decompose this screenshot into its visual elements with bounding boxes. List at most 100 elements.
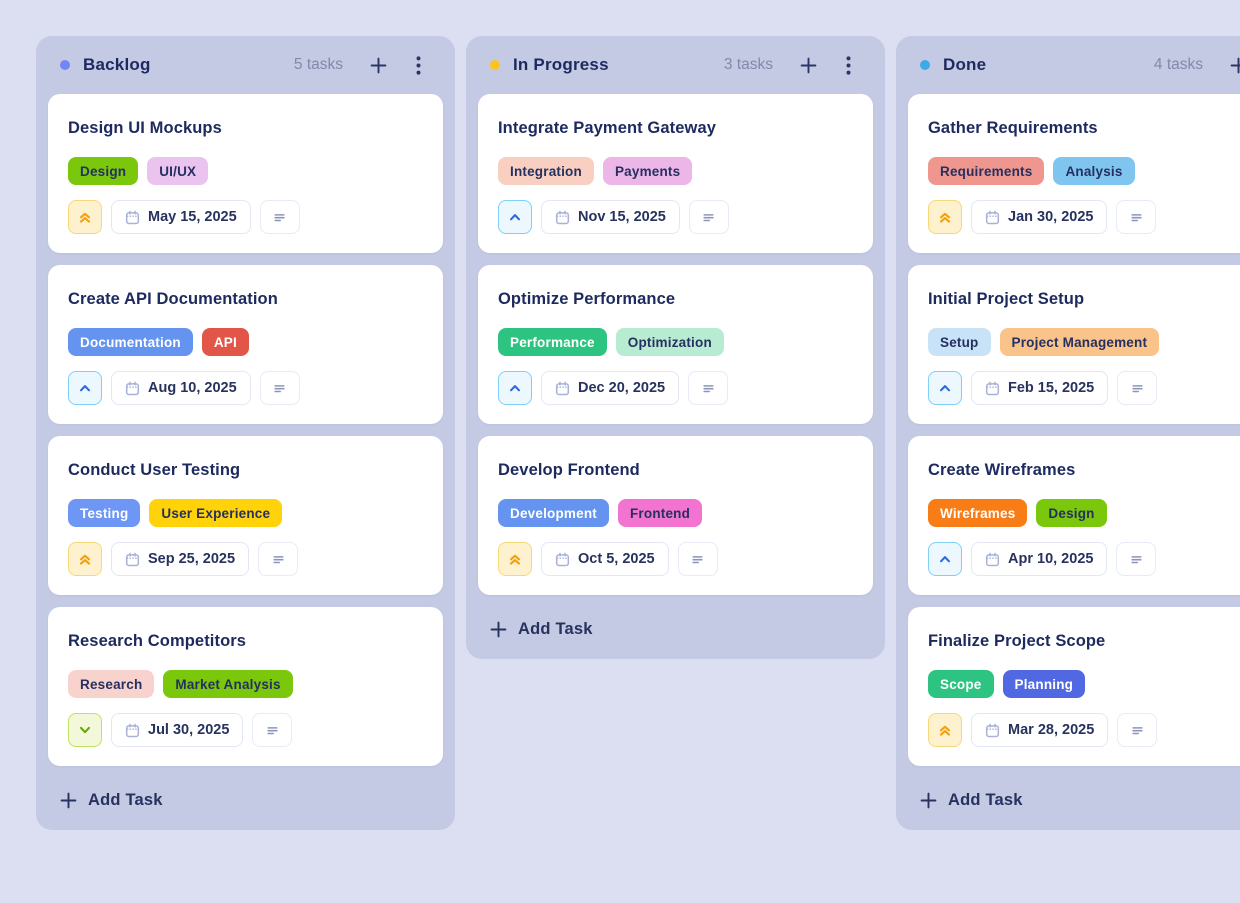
task-tag: Setup — [928, 328, 991, 356]
due-date-chip[interactable]: Feb 15, 2025 — [971, 371, 1109, 405]
description-indicator — [1117, 713, 1158, 747]
status-dot — [60, 60, 70, 70]
task-card[interactable]: Conduct User Testing Testing User Experien… — [48, 436, 443, 595]
task-card[interactable]: Initial Project Setup Setup Project Manage… — [908, 265, 1240, 424]
priority-badge-high[interactable] — [928, 200, 962, 234]
due-date-chip[interactable]: May 15, 2025 — [111, 200, 251, 234]
plus-icon — [1230, 57, 1240, 74]
task-tag: Wireframes — [928, 499, 1028, 527]
description-icon — [1129, 552, 1144, 567]
priority-badge-medium[interactable] — [928, 371, 962, 405]
priority-badge-high[interactable] — [68, 200, 102, 234]
task-card-footer: Oct 5, 2025 — [498, 542, 853, 576]
column-add-task-button[interactable] — [1225, 52, 1240, 78]
task-title: Design UI Mockups — [68, 119, 222, 137]
calendar-icon — [125, 552, 140, 567]
due-date-chip[interactable]: Oct 5, 2025 — [541, 542, 669, 576]
plus-icon — [490, 621, 507, 638]
task-title: Conduct User Testing — [68, 461, 241, 479]
due-date-text: Oct 5, 2025 — [578, 551, 655, 567]
task-tags: Documentation API — [68, 328, 423, 356]
description-indicator — [258, 542, 299, 576]
due-date-text: May 15, 2025 — [148, 209, 237, 225]
task-tag: Development — [498, 499, 609, 527]
plus-icon — [800, 57, 817, 74]
task-card[interactable]: Create API Documentation Documentation API… — [48, 265, 443, 424]
calendar-icon — [125, 381, 140, 396]
task-card-footer: Aug 10, 2025 — [68, 371, 423, 405]
due-date-text: Mar 28, 2025 — [1008, 722, 1095, 738]
priority-badge-medium[interactable] — [498, 371, 532, 405]
add-task-button[interactable]: Add Task — [478, 607, 605, 647]
task-card[interactable]: Finalize Project Scope Scope Planning Mar 2… — [908, 607, 1240, 766]
status-dot — [920, 60, 930, 70]
due-date-chip[interactable]: Jul 30, 2025 — [111, 713, 244, 747]
add-task-button[interactable]: Add Task — [48, 778, 175, 818]
column-add-task-button[interactable] — [795, 52, 821, 78]
task-tag: Project Management — [999, 328, 1160, 356]
description-indicator — [252, 713, 293, 747]
task-tag: Analysis — [1053, 157, 1135, 185]
due-date-text: Apr 10, 2025 — [1008, 551, 1094, 567]
priority-badge-low[interactable] — [68, 713, 102, 747]
task-card-footer: Apr 10, 2025 — [928, 542, 1240, 576]
calendar-icon — [125, 210, 140, 225]
task-card[interactable]: Research Competitors Research Market Analy… — [48, 607, 443, 766]
description-indicator — [1116, 542, 1157, 576]
kebab-menu-icon — [846, 55, 851, 75]
task-tag: Integration — [498, 157, 594, 185]
task-tags: Integration Payments — [498, 157, 853, 185]
priority-badge-high[interactable] — [498, 542, 532, 576]
calendar-icon — [985, 210, 1000, 225]
description-indicator — [688, 200, 729, 234]
priority-badge-medium[interactable] — [928, 542, 962, 576]
due-date-chip[interactable]: Aug 10, 2025 — [111, 371, 251, 405]
task-tags: Design UI/UX — [68, 157, 423, 185]
task-card[interactable]: Optimize Performance Performance Optimizat… — [478, 265, 873, 424]
due-date-chip[interactable]: Jan 30, 2025 — [971, 200, 1108, 234]
task-card[interactable]: Gather Requirements Requirements Analysis J… — [908, 94, 1240, 253]
column-menu-button[interactable] — [835, 52, 861, 78]
task-card[interactable]: Integrate Payment Gateway Integration Paym… — [478, 94, 873, 253]
plus-icon — [920, 792, 937, 809]
due-date-chip[interactable]: Nov 15, 2025 — [541, 200, 680, 234]
chevron-double-up-icon — [937, 722, 953, 738]
add-task-label: Add Task — [88, 791, 163, 809]
priority-badge-high[interactable] — [68, 542, 102, 576]
task-card[interactable]: Create Wireframes Wireframes Design Apr 10,… — [908, 436, 1240, 595]
calendar-icon — [985, 381, 1000, 396]
chevron-up-icon — [937, 380, 953, 396]
kanban-column-backlog: Backlog 5 tasks Design UI Mockups Design UI/… — [36, 36, 455, 830]
task-tag: Requirements — [928, 157, 1045, 185]
due-date-chip[interactable]: Apr 10, 2025 — [971, 542, 1108, 576]
chevron-up-icon — [77, 380, 93, 396]
task-tag: Documentation — [68, 328, 193, 356]
chevron-up-icon — [937, 551, 953, 567]
task-title: Optimize Performance — [498, 290, 676, 308]
priority-badge-medium[interactable] — [68, 371, 102, 405]
task-title: Initial Project Setup — [928, 290, 1085, 308]
priority-badge-medium[interactable] — [498, 200, 532, 234]
due-date-chip[interactable]: Mar 28, 2025 — [971, 713, 1109, 747]
task-title: Create API Documentation — [68, 290, 278, 308]
due-date-chip[interactable]: Dec 20, 2025 — [541, 371, 680, 405]
description-icon — [1129, 210, 1144, 225]
task-tag: Research — [68, 670, 155, 698]
due-date-text: Jul 30, 2025 — [148, 722, 230, 738]
task-tags: Scope Planning — [928, 670, 1240, 698]
task-card[interactable]: Design UI Mockups Design UI/UX May 15, 2025 — [48, 94, 443, 253]
description-indicator — [1116, 200, 1157, 234]
task-tags: Testing User Experience — [68, 499, 423, 527]
column-header: Backlog 5 tasks — [48, 36, 443, 94]
due-date-chip[interactable]: Sep 25, 2025 — [111, 542, 250, 576]
column-header: Done 4 tasks — [908, 36, 1240, 94]
due-date-text: Sep 25, 2025 — [148, 551, 236, 567]
task-card[interactable]: Develop Frontend Development Frontend Oct 5… — [478, 436, 873, 595]
column-add-task-button[interactable] — [365, 52, 391, 78]
priority-badge-high[interactable] — [928, 713, 962, 747]
column-title: In Progress — [513, 55, 609, 74]
column-menu-button[interactable] — [405, 52, 431, 78]
task-title: Finalize Project Scope — [928, 632, 1106, 650]
add-task-button[interactable]: Add Task — [908, 778, 1035, 818]
add-task-label: Add Task — [518, 620, 593, 638]
